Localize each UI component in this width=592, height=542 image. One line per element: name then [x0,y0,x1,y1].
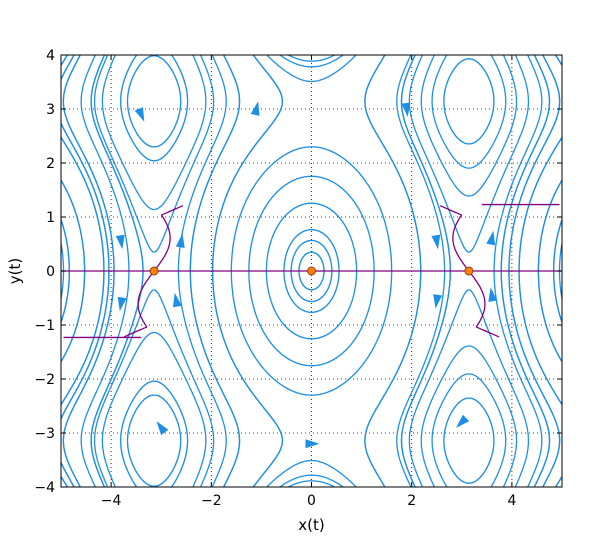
streamline [126,55,182,148]
streamline [101,331,207,487]
streamline [278,474,345,487]
streamline [443,397,495,484]
flow-arrow [134,107,145,122]
streamline [408,55,530,253]
flow-arrow [486,230,496,246]
streamline [286,55,336,62]
streamline [101,55,207,211]
streamline [120,380,189,487]
x-tick-label: −2 [201,493,222,509]
streamline [431,55,507,169]
streamline [278,55,345,68]
flow-arrow [250,101,260,116]
fixed-point-marker [149,266,159,276]
x-tick-label: −4 [101,493,122,509]
streamline [290,239,333,303]
y-tick-label: 1 [46,210,55,226]
streamline [90,55,144,487]
y-tick-label: −1 [34,318,55,334]
flow-arrows [115,101,498,449]
fixed-point-marker [307,266,316,276]
flow-arrow [305,439,320,449]
flow-arrow [156,421,169,436]
y-tick-label: 2 [46,156,55,172]
streamline [286,480,336,487]
streamline [420,55,518,197]
y-tick-label: −3 [34,426,55,442]
y-tick-label: 3 [46,102,55,118]
flow-arrow [172,292,182,308]
streamline [408,289,530,487]
y-tick-label: −2 [34,372,55,388]
y-tick-label: 0 [46,264,55,280]
y-axis-label: y(t) [6,258,24,284]
flow-arrow [431,234,441,250]
streamline [93,289,215,487]
flow-arrow [433,294,443,309]
streamline [265,55,357,83]
streamline [93,55,215,253]
y-tick-label: 4 [46,48,55,64]
streamline [126,394,182,487]
streamline [443,58,495,145]
fixed-point-marker [464,266,474,276]
nullcline-edge [63,203,560,339]
flow-arrow [117,296,127,312]
flow-arrow [115,234,125,250]
x-tick-label: 2 [407,493,416,509]
fixed-points [149,266,474,276]
flow-arrow [456,414,470,428]
streamline [431,373,507,487]
x-axis-label: x(t) [298,516,324,534]
axis-ticks: −4 −2 0 2 4 −4 −3 −2 −1 0 1 2 3 4 [34,48,562,509]
flow-arrow [175,233,185,248]
flow-arrow [401,102,411,117]
x-tick-label: 4 [507,493,516,509]
x-tick-label: 0 [307,493,316,509]
streamline [120,55,189,162]
streamline [420,345,518,487]
streamline [265,459,357,487]
flow-arrow [488,287,498,302]
y-tick-label: −4 [34,480,55,496]
